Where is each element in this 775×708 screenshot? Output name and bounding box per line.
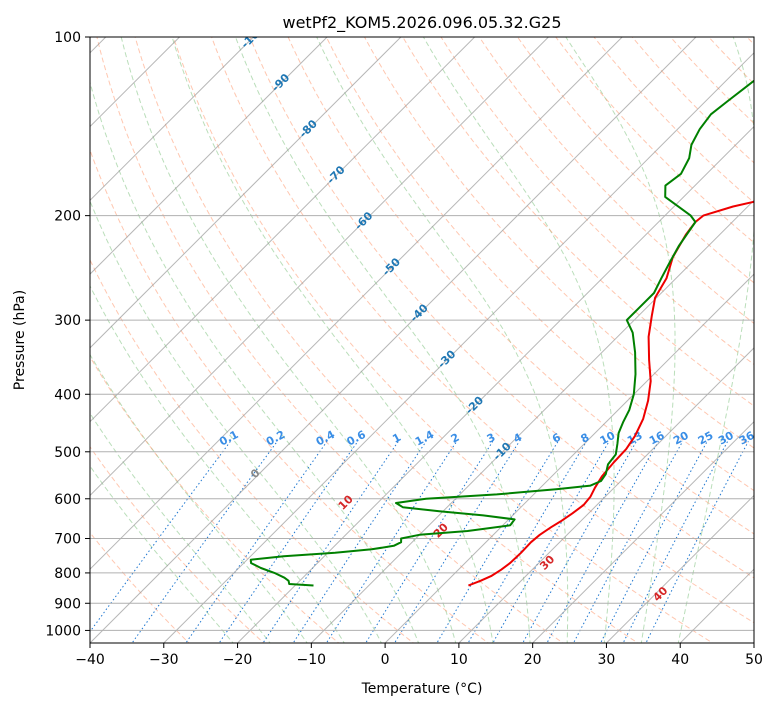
x-tick-label: 50: [745, 652, 763, 668]
x-tick-label: 20: [524, 652, 542, 668]
chart-title: wetPf2_KOM5.2026.096.05.32.G25: [282, 13, 561, 33]
isotherm-line: [163, 52, 754, 643]
mixing-ratio-lines: [90, 440, 749, 643]
isotherm-line: [458, 347, 754, 643]
y-tick-label: 1000: [45, 623, 81, 639]
x-tick-label: −20: [223, 652, 253, 668]
y-tick-label: 900: [54, 596, 81, 612]
moist-adiabat-line: [90, 465, 234, 643]
mixing-ratio-line: [292, 441, 427, 643]
mixing-ratio-line: [600, 441, 708, 643]
mixing-ratio-line: [522, 441, 637, 643]
isotherm-line: [310, 199, 754, 643]
pressure-gridlines: [90, 37, 754, 631]
y-tick-label: 400: [54, 387, 81, 403]
mixing-ratio-label: 16: [647, 429, 667, 448]
mixing-ratio-line: [436, 441, 559, 643]
x-tick-label: −40: [75, 652, 105, 668]
x-tick-label: 10: [450, 652, 468, 668]
dry-adiabat-line: [478, 37, 754, 325]
x-tick-label: 0: [381, 652, 390, 668]
y-tick-label: 200: [54, 209, 81, 225]
isotherm-line: [90, 37, 402, 349]
dry-adiabat-line: [172, 37, 714, 643]
isotherm-line: [90, 37, 254, 202]
y-tick-label: 800: [54, 566, 81, 582]
isotherm-line: [90, 37, 549, 497]
dry-adiabat-line: [287, 37, 754, 535]
dry-adiabat-line: [440, 37, 754, 366]
mixing-ratio-line: [131, 441, 278, 643]
plot-area: -100-90-80-70-60-50-40-30-20-100.10.20.4…: [90, 37, 757, 643]
mixing-ratio-line: [185, 441, 328, 643]
isotherm-line: [90, 37, 697, 643]
mixing-ratio-label: 10: [598, 429, 618, 448]
isotherm-line: [606, 494, 754, 643]
mixing-ratio-label: 36: [737, 429, 757, 448]
y-tick-label: 100: [54, 30, 81, 46]
x-tick-label: −30: [149, 652, 179, 668]
x-tick-label: 40: [671, 652, 689, 668]
y-tick-label: 700: [54, 532, 81, 548]
mixing-ratio-line: [262, 441, 399, 643]
y-axis-label: Pressure (hPa): [12, 290, 28, 390]
dry-adiabat-line: [363, 37, 754, 449]
mixing-ratio-label: 25: [696, 429, 716, 448]
x-tick-label: −10: [297, 652, 327, 668]
dry-adiabat-line: [90, 148, 490, 643]
mixing-ratio-line: [325, 441, 458, 643]
mixing-ratio-line: [365, 441, 494, 643]
mixing-ratio-line: [394, 441, 520, 643]
isotherm-line: [384, 273, 754, 643]
mixing-ratio-line: [572, 441, 684, 643]
mixing-ratio-line: [622, 441, 729, 643]
isotherm-line: [237, 125, 754, 643]
x-tick-label: 30: [598, 652, 616, 668]
isotherm-line: [90, 37, 328, 275]
y-tick-label: 500: [54, 445, 81, 461]
y-tick-label: 600: [54, 492, 81, 508]
axes: −40 −30 −20 −10 0 10 20 30 40 50 100 200 300 400 500 60…: [45, 30, 763, 668]
mixing-ratio-label: 20: [671, 429, 691, 448]
x-axis-label: Temperature (°C): [361, 681, 483, 697]
plot-frame: [89, 36, 755, 644]
isotherm-line: [90, 37, 476, 423]
isotherms: [90, 37, 754, 643]
temperature-line: [468, 200, 754, 587]
dewpoint-line: [249, 79, 754, 587]
dry-adiabat-line: [325, 37, 754, 492]
mixing-ratio-line: [492, 441, 610, 643]
profile-series: [249, 79, 754, 587]
y-tick-label: 300: [54, 313, 81, 329]
isotherm-line: [532, 420, 754, 643]
dry-adiabat-line: [249, 37, 754, 579]
isotherm-line: [90, 37, 623, 570]
mixing-ratio-label: 30: [716, 429, 736, 448]
moist-adiabat-line: [90, 412, 271, 643]
